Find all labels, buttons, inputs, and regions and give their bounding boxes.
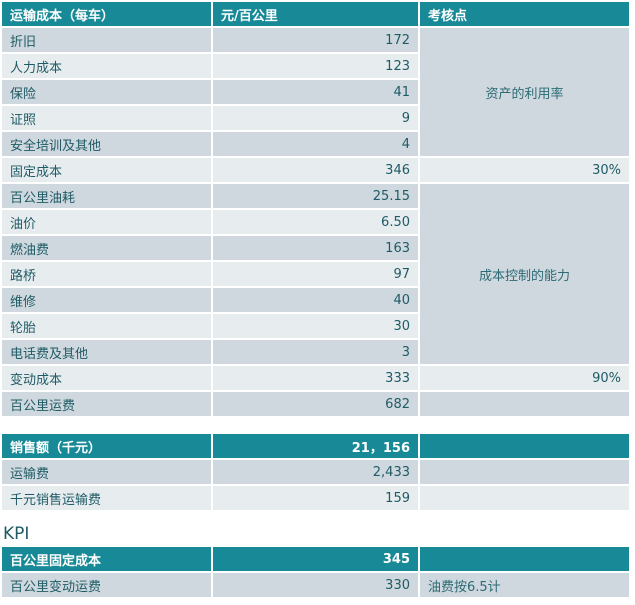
row-value: 330 — [213, 573, 418, 597]
row-value: 4 — [213, 132, 418, 156]
row-value: 6.50 — [213, 210, 418, 234]
empty-cell — [420, 434, 629, 458]
row-label: 证照 — [2, 106, 211, 130]
table-row: 百公里变动运费 330 油费按6.5计 — [2, 573, 629, 597]
header-per-100km: 元/百公里 — [213, 2, 418, 26]
table-row: 油价 6.50 — [2, 210, 629, 234]
table-row: 轮胎 30 — [2, 314, 629, 338]
row-value: 333 — [213, 366, 418, 390]
empty-cell — [420, 460, 629, 484]
table-row: 千元销售运输费 159 — [2, 486, 629, 510]
fixed-pct: 30% — [420, 158, 629, 182]
sales-table: 销售额（千元） 21，156 运输费 2,433 千元销售运输费 159 — [0, 432, 631, 512]
empty-cell — [420, 547, 629, 571]
transport-cost-table: 运输成本（每车） 元/百公里 考核点 折旧 172 资产的利用率 人力成本 12… — [2, 2, 629, 416]
kpi-table: 百公里固定成本 345 百公里变动运费 330 油费按6.5计 — [0, 545, 631, 599]
table-row: 证照 9 — [2, 106, 629, 130]
sales-value: 21，156 — [213, 434, 418, 458]
sales-label: 销售额（千元） — [2, 434, 211, 458]
row-label: 电话费及其他 — [2, 340, 211, 364]
row-label: 固定成本 — [2, 158, 211, 182]
row-value: 163 — [213, 236, 418, 260]
table-header: 运输成本（每车） 元/百公里 考核点 — [2, 2, 629, 26]
table-row: 电话费及其他 3 — [2, 340, 629, 364]
row-label: 百公里油耗 — [2, 184, 211, 208]
table-row: 燃油费 163 — [2, 236, 629, 260]
fixed-total-row: 固定成本 346 30% — [2, 158, 629, 182]
row-value: 9 — [213, 106, 418, 130]
table-row: 路桥 97 — [2, 262, 629, 286]
row-label: 路桥 — [2, 262, 211, 286]
kpi-note: 油费按6.5计 — [420, 573, 629, 597]
row-label: 千元销售运输费 — [2, 486, 211, 510]
table-row: 人力成本 123 — [2, 54, 629, 78]
table-row: 维修 40 — [2, 288, 629, 312]
row-label: 保险 — [2, 80, 211, 104]
row-value: 40 — [213, 288, 418, 312]
row-value: 123 — [213, 54, 418, 78]
table-row: 安全培训及其他 4 — [2, 132, 629, 156]
row-label: 百公里变动运费 — [2, 573, 211, 597]
cost-control-note: 成本控制的能力 — [420, 184, 629, 364]
row-value: 682 — [213, 392, 418, 416]
row-value: 2,433 — [213, 460, 418, 484]
asset-utilization-note: 资产的利用率 — [420, 28, 629, 156]
empty-cell — [420, 486, 629, 510]
row-value: 41 — [213, 80, 418, 104]
row-label: 运输费 — [2, 460, 211, 484]
table-row: 运输费 2,433 — [2, 460, 629, 484]
row-value: 346 — [213, 158, 418, 182]
table-row: 百公里油耗 25.15 成本控制的能力 — [2, 184, 629, 364]
row-value: 3 — [213, 340, 418, 364]
kpi-fixed-value: 345 — [213, 547, 418, 571]
row-label: 百公里运费 — [2, 392, 211, 416]
row-label: 维修 — [2, 288, 211, 312]
variable-total-row: 变动成本 333 90% — [2, 366, 629, 390]
sales-header: 销售额（千元） 21，156 — [2, 434, 629, 458]
row-label: 轮胎 — [2, 314, 211, 338]
table-row: 折旧 172 资产的利用率 — [2, 28, 629, 156]
row-label: 燃油费 — [2, 236, 211, 260]
table-row: 保险 41 — [2, 80, 629, 104]
header-kpi-point: 考核点 — [420, 2, 629, 26]
kpi-fixed-label: 百公里固定成本 — [2, 547, 211, 571]
row-label: 折旧 — [2, 28, 211, 52]
row-value: 159 — [213, 486, 418, 510]
row-label: 人力成本 — [2, 54, 211, 78]
row-label: 油价 — [2, 210, 211, 234]
variable-pct: 90% — [420, 366, 629, 390]
row-value: 25.15 — [213, 184, 418, 208]
row-label: 安全培训及其他 — [2, 132, 211, 156]
row-value: 172 — [213, 28, 418, 52]
row-label: 变动成本 — [2, 366, 211, 390]
row-value: 30 — [213, 314, 418, 338]
kpi-header: 百公里固定成本 345 — [2, 547, 629, 571]
freight-row: 百公里运费 682 — [2, 392, 629, 416]
header-cost-item: 运输成本（每车） — [2, 2, 211, 26]
row-value: 97 — [213, 262, 418, 286]
empty-cell — [420, 392, 629, 416]
kpi-title: KPI — [3, 524, 30, 544]
